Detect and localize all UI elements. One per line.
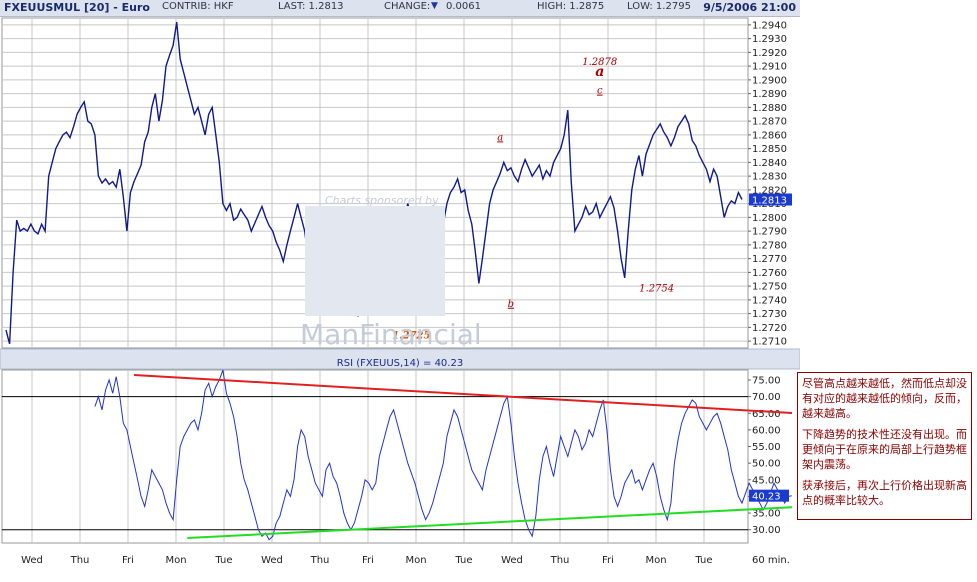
price-y-tick-label: 1.2730	[752, 309, 787, 320]
x-tick-label: Thu	[550, 555, 570, 566]
x-tick-label: Mon	[645, 555, 666, 566]
price-annotation: a	[497, 132, 503, 143]
support-trendline	[187, 506, 793, 540]
x-tick-label: Fri	[122, 555, 134, 566]
price-y-tick-label: 1.2840	[752, 158, 787, 169]
price-y-tick-label: 1.2830	[752, 172, 787, 183]
contrib-field: CONTRIB: HKF	[162, 1, 234, 12]
rsi-y-tick-label: 50.00	[752, 459, 781, 470]
price-y-tick-label: 1.2900	[752, 75, 787, 86]
x-tick-label: Mon	[165, 555, 186, 566]
x-axis: Wed Thu Fri Mon Tue Wed Thu Fri Mon Tue Wed Thu Fri M…	[21, 555, 790, 566]
x-tick-label: Fri	[602, 555, 614, 566]
rsi-y-tick-label: 45.00	[752, 475, 781, 486]
last-price-label: 1.2813	[752, 196, 787, 207]
rsi-title: RSI (FXEUUS,14) = 40.23	[337, 358, 463, 369]
price-y-tick-label: 1.2870	[752, 117, 787, 128]
price-annotation: a	[595, 64, 604, 80]
price-y-tick-label: 1.2790	[752, 227, 787, 238]
rsi-title-bar	[0, 348, 800, 370]
price-annotation: c	[597, 86, 603, 97]
price-rsi-chart: 1.2710 1.2720 1.2730 1.2740 1.2750 1.2760 1.27…	[0, 17, 800, 566]
rsi-panel: RSI (FXEUUS,14) = 40.2330.0035.0040.0045…	[1, 358, 793, 544]
rsi-y-tick-label: 65.00	[752, 409, 781, 420]
note-paragraph-2: 下降趋势的技术性还没有出现。而更倾向于在原来的局部上行趋势框架内震荡。	[802, 428, 967, 471]
change-label: CHANGE:	[384, 1, 431, 12]
chart-header: FXEUUSMUL [20] - Euro CONTRIB: HKF LAST:…	[0, 0, 800, 17]
price-annotation: b	[508, 299, 514, 310]
last-rsi-box	[749, 489, 789, 502]
rsi-plot-frame	[1, 369, 749, 544]
price-y-tick-label: 1.2910	[752, 62, 787, 73]
x-tick-label: Tue	[214, 555, 232, 566]
rsi-y-tick-label: 30.00	[752, 525, 781, 536]
x-tick-label: Tue	[694, 555, 712, 566]
price-y-tick-label: 1.2710	[752, 337, 787, 348]
price-y-tick-label: 1.2940	[752, 20, 787, 31]
last-price-box	[749, 193, 792, 206]
x-tick-label: Tue	[454, 555, 472, 566]
high-field: HIGH: 1.2875	[537, 1, 605, 12]
analysis-note: 尽管高点越来越低，然而低点却没有对应的越来越低的倾向，反而，越来越高。 下降趋势…	[797, 372, 972, 520]
x-tick-label: Wed	[21, 555, 43, 566]
watermark-sponsor-text: Charts sponsored by	[325, 194, 439, 207]
watermark-brand-text: ManFinancial	[300, 318, 482, 351]
price-y-tick-label: 1.2850	[752, 144, 787, 155]
timestamp: 9/5/2006 21:00	[703, 1, 796, 14]
price-y-tick-label: 1.2860	[752, 130, 787, 141]
last-rsi-label: 40.23	[752, 492, 781, 503]
change-value: 0.0061	[446, 1, 481, 12]
resistance-trendline	[133, 373, 793, 414]
x-tick-label: Mon	[405, 555, 426, 566]
price-y-tick-label: 1.2770	[752, 254, 787, 265]
price-y-tick-label: 1.2800	[752, 213, 787, 224]
price-y-tick-label: 1.2720	[752, 323, 787, 334]
last-price-field: LAST: 1.2813	[278, 1, 344, 12]
rsi-y-tick-label: 70.00	[752, 392, 781, 403]
price-y-tick-label: 1.2760	[752, 268, 787, 279]
rsi-series-line	[94, 369, 792, 541]
rsi-y-tick-label: 75.00	[752, 375, 781, 386]
rsi-y-tick-label: 60.00	[752, 425, 781, 436]
rsi-y-tick-label: 35.00	[752, 509, 781, 520]
x-tick-label: Wed	[261, 555, 283, 566]
price-y-tick-label: 1.2920	[752, 48, 787, 59]
note-paragraph-3: 获承接后，再次上行价格出现新高点的概率比较大。	[802, 479, 967, 507]
symbol-title: FXEUUSMUL [20] - Euro	[4, 1, 150, 14]
price-y-tick-label: 1.2880	[752, 103, 787, 114]
price-annotation: 1.2754	[639, 284, 674, 295]
x-unit-label: 60 min.	[752, 555, 790, 566]
watermark-logo: Charts sponsored by ManFinancial	[300, 194, 482, 351]
x-tick-label: Thu	[310, 555, 330, 566]
price-y-tick-label: 1.2780	[752, 240, 787, 251]
price-y-tick-label: 1.2890	[752, 89, 787, 100]
price-y-tick-label: 1.2750	[752, 282, 787, 293]
price-y-tick-label: 1.2930	[752, 34, 787, 45]
note-paragraph-1: 尽管高点越来越低，然而低点却没有对应的越来越低的倾向，反而，越来越高。	[802, 377, 967, 420]
price-annotation: 1.2725	[392, 330, 430, 341]
price-y-tick-label: 1.2740	[752, 295, 787, 306]
x-tick-label: Thu	[70, 555, 90, 566]
low-field: LOW: 1.2795	[627, 1, 691, 12]
price-annotation: 1.2878	[582, 57, 617, 68]
price-y-tick-label: 1.2820	[752, 185, 787, 196]
change-down-arrow-icon: ▼	[431, 1, 438, 11]
x-tick-label: Fri	[362, 555, 374, 566]
x-tick-label: Wed	[501, 555, 523, 566]
watermark-box	[305, 206, 445, 316]
rsi-y-tick-label: 55.00	[752, 442, 781, 453]
